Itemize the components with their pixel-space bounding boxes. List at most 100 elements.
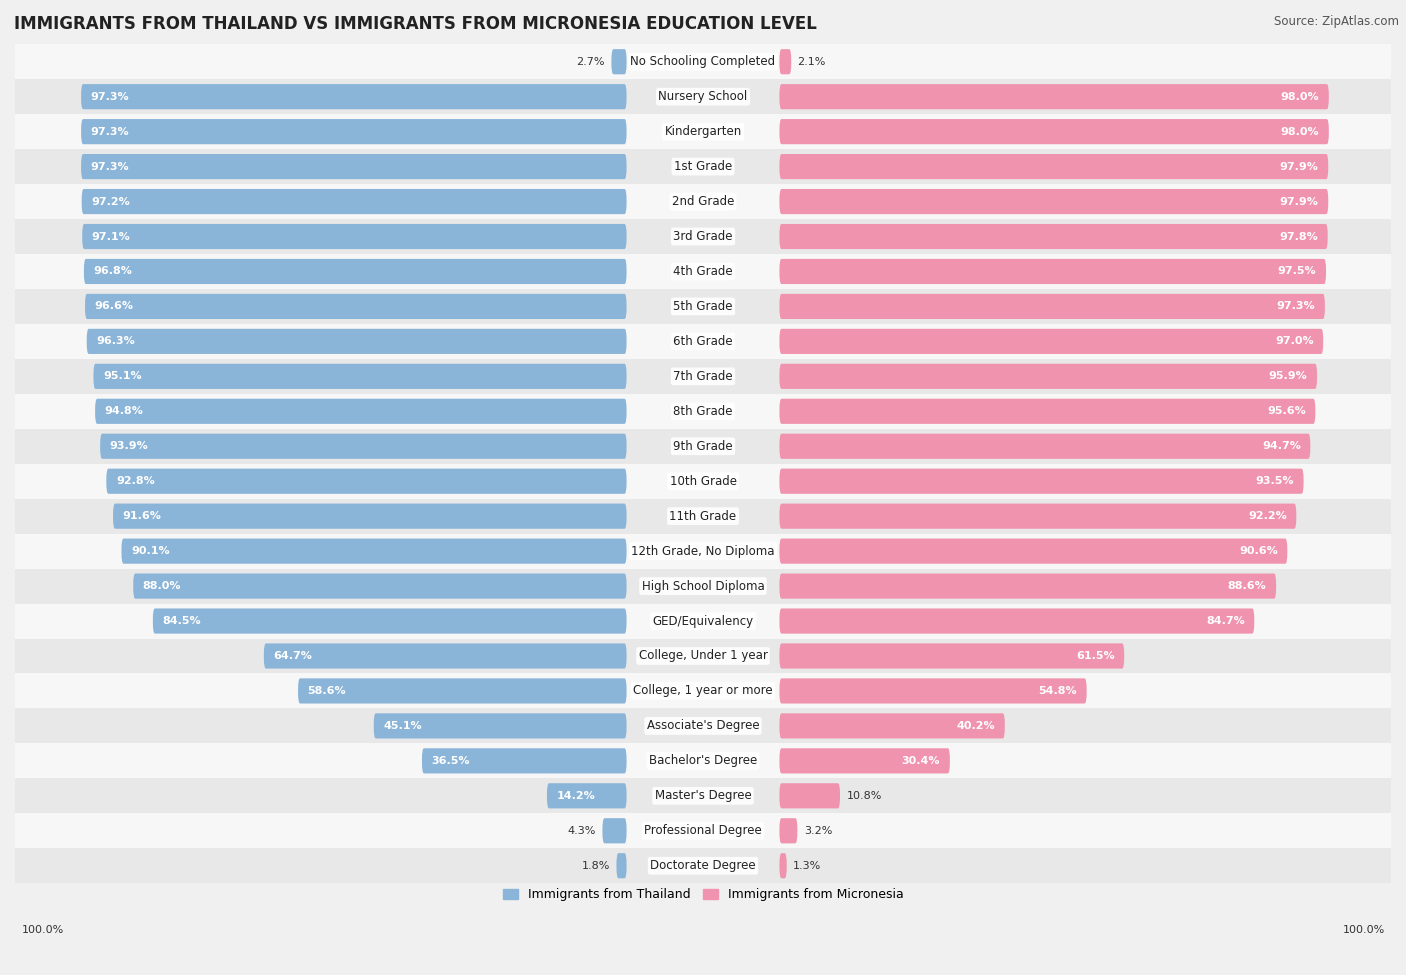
- Text: 5th Grade: 5th Grade: [673, 300, 733, 313]
- Text: 98.0%: 98.0%: [1281, 92, 1319, 101]
- Text: 88.6%: 88.6%: [1227, 581, 1267, 591]
- Bar: [15, 114, 1391, 149]
- Bar: [15, 79, 1391, 114]
- FancyBboxPatch shape: [82, 224, 627, 249]
- Text: 1.3%: 1.3%: [793, 861, 821, 871]
- Text: College, 1 year or more: College, 1 year or more: [633, 684, 773, 697]
- Text: 95.6%: 95.6%: [1267, 407, 1306, 416]
- Text: Source: ZipAtlas.com: Source: ZipAtlas.com: [1274, 15, 1399, 27]
- FancyBboxPatch shape: [779, 573, 1277, 599]
- FancyBboxPatch shape: [82, 154, 627, 179]
- Text: 45.1%: 45.1%: [384, 721, 422, 731]
- FancyBboxPatch shape: [264, 644, 627, 669]
- FancyBboxPatch shape: [422, 748, 627, 773]
- Legend: Immigrants from Thailand, Immigrants from Micronesia: Immigrants from Thailand, Immigrants fro…: [498, 883, 908, 907]
- Text: Doctorate Degree: Doctorate Degree: [650, 859, 756, 873]
- FancyBboxPatch shape: [779, 84, 1329, 109]
- Text: 98.0%: 98.0%: [1281, 127, 1319, 136]
- FancyBboxPatch shape: [779, 783, 839, 808]
- Text: 97.3%: 97.3%: [1277, 301, 1316, 311]
- Text: College, Under 1 year: College, Under 1 year: [638, 649, 768, 662]
- FancyBboxPatch shape: [82, 119, 627, 144]
- Bar: [15, 184, 1391, 219]
- Text: 93.5%: 93.5%: [1256, 476, 1294, 487]
- Text: 88.0%: 88.0%: [143, 581, 181, 591]
- Text: 97.2%: 97.2%: [91, 197, 129, 207]
- Bar: [15, 219, 1391, 254]
- Text: Master's Degree: Master's Degree: [655, 790, 751, 802]
- FancyBboxPatch shape: [779, 853, 787, 878]
- Text: 7th Grade: 7th Grade: [673, 370, 733, 383]
- Text: 94.8%: 94.8%: [104, 407, 143, 416]
- Text: 97.9%: 97.9%: [1279, 197, 1319, 207]
- Text: 95.1%: 95.1%: [103, 371, 142, 381]
- FancyBboxPatch shape: [121, 538, 627, 564]
- Text: 40.2%: 40.2%: [956, 721, 995, 731]
- FancyBboxPatch shape: [82, 189, 627, 214]
- FancyBboxPatch shape: [112, 503, 627, 528]
- Text: 97.3%: 97.3%: [90, 127, 129, 136]
- Text: 8th Grade: 8th Grade: [673, 405, 733, 418]
- Text: 90.1%: 90.1%: [131, 546, 170, 556]
- Text: 84.7%: 84.7%: [1206, 616, 1244, 626]
- Bar: [15, 498, 1391, 533]
- FancyBboxPatch shape: [779, 748, 950, 773]
- Bar: [15, 639, 1391, 674]
- FancyBboxPatch shape: [779, 469, 1303, 493]
- Text: 6th Grade: 6th Grade: [673, 334, 733, 348]
- Text: No Schooling Completed: No Schooling Completed: [630, 56, 776, 68]
- Text: 11th Grade: 11th Grade: [669, 510, 737, 523]
- FancyBboxPatch shape: [779, 538, 1288, 564]
- Bar: [15, 674, 1391, 709]
- Text: 36.5%: 36.5%: [432, 756, 470, 766]
- Text: 10.8%: 10.8%: [846, 791, 882, 800]
- Text: Nursery School: Nursery School: [658, 90, 748, 103]
- FancyBboxPatch shape: [612, 49, 627, 74]
- FancyBboxPatch shape: [87, 329, 627, 354]
- Bar: [15, 359, 1391, 394]
- FancyBboxPatch shape: [779, 49, 792, 74]
- FancyBboxPatch shape: [374, 714, 627, 738]
- FancyBboxPatch shape: [779, 154, 1329, 179]
- Bar: [15, 813, 1391, 848]
- FancyBboxPatch shape: [616, 853, 627, 878]
- Text: 2.1%: 2.1%: [797, 57, 825, 66]
- Text: 94.7%: 94.7%: [1263, 442, 1301, 451]
- Bar: [15, 848, 1391, 883]
- Bar: [15, 149, 1391, 184]
- Text: GED/Equivalency: GED/Equivalency: [652, 614, 754, 628]
- Text: 97.9%: 97.9%: [1279, 162, 1319, 172]
- Text: 97.3%: 97.3%: [90, 162, 129, 172]
- Bar: [15, 394, 1391, 429]
- Text: 9th Grade: 9th Grade: [673, 440, 733, 452]
- Bar: [15, 778, 1391, 813]
- FancyBboxPatch shape: [779, 644, 1125, 669]
- Text: 97.3%: 97.3%: [90, 92, 129, 101]
- FancyBboxPatch shape: [100, 434, 627, 459]
- FancyBboxPatch shape: [779, 679, 1087, 704]
- Bar: [15, 568, 1391, 604]
- Text: 92.8%: 92.8%: [115, 476, 155, 487]
- FancyBboxPatch shape: [779, 189, 1329, 214]
- FancyBboxPatch shape: [779, 364, 1317, 389]
- FancyBboxPatch shape: [779, 818, 797, 843]
- Text: 3.2%: 3.2%: [804, 826, 832, 836]
- FancyBboxPatch shape: [84, 293, 627, 319]
- Text: 3rd Grade: 3rd Grade: [673, 230, 733, 243]
- Text: 97.0%: 97.0%: [1275, 336, 1313, 346]
- Text: 96.6%: 96.6%: [94, 301, 134, 311]
- FancyBboxPatch shape: [779, 293, 1324, 319]
- Text: 1.8%: 1.8%: [582, 861, 610, 871]
- Text: 54.8%: 54.8%: [1039, 686, 1077, 696]
- FancyBboxPatch shape: [779, 224, 1327, 249]
- Text: 30.4%: 30.4%: [901, 756, 941, 766]
- Text: 2.7%: 2.7%: [576, 57, 605, 66]
- Text: Kindergarten: Kindergarten: [665, 125, 741, 138]
- Bar: [15, 254, 1391, 289]
- FancyBboxPatch shape: [547, 783, 627, 808]
- Text: 12th Grade, No Diploma: 12th Grade, No Diploma: [631, 545, 775, 558]
- Text: 4.3%: 4.3%: [568, 826, 596, 836]
- Text: 95.9%: 95.9%: [1268, 371, 1308, 381]
- Bar: [15, 324, 1391, 359]
- FancyBboxPatch shape: [84, 259, 627, 284]
